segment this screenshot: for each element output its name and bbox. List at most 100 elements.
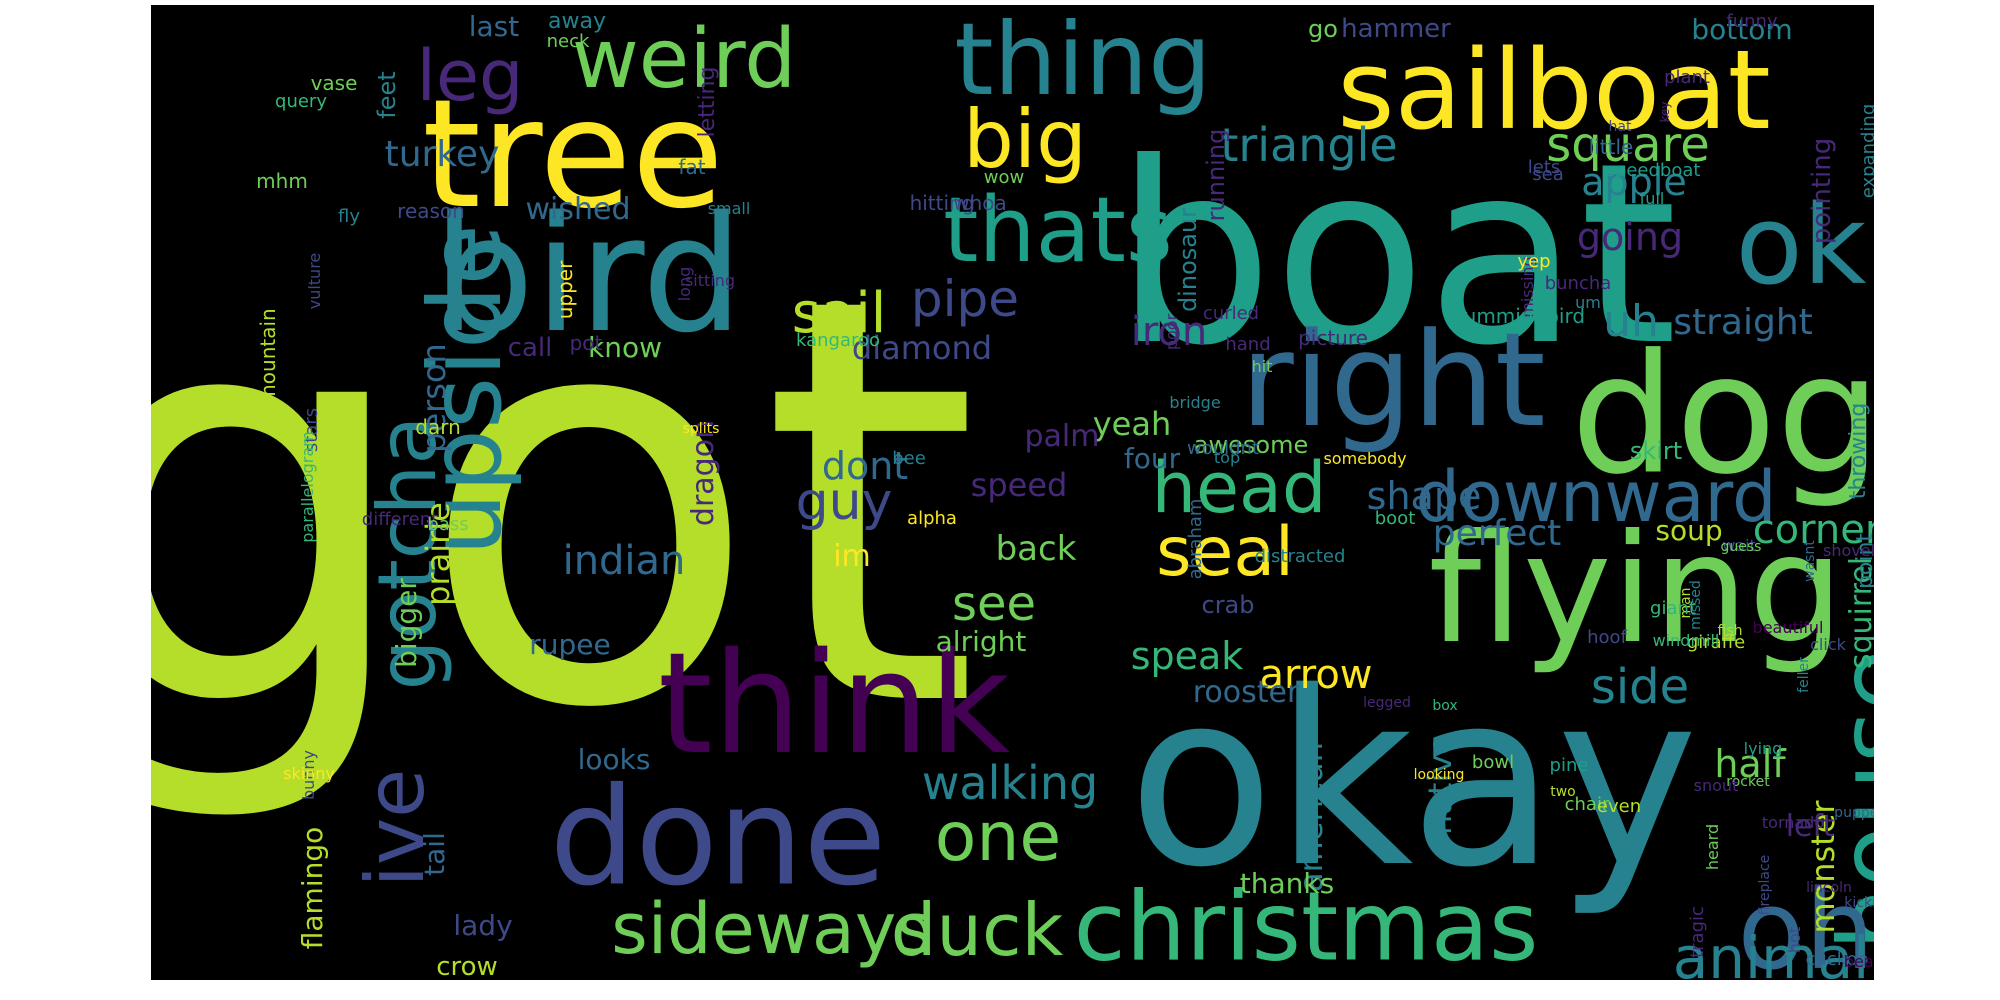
- word-hat: hat: [1608, 119, 1632, 135]
- word-query: query: [275, 91, 327, 112]
- word-left: left: [1785, 809, 1835, 844]
- word-legged: legged: [1363, 695, 1411, 711]
- word-kicking: kicking: [1844, 895, 1874, 911]
- word-throwing: throwing: [1846, 402, 1871, 500]
- word-fireplace: fireplace: [1757, 854, 1773, 916]
- word-abraham: abraham: [1185, 498, 1206, 580]
- word-four: four: [1123, 442, 1181, 475]
- word-two: two: [1550, 784, 1576, 800]
- word-see: see: [951, 576, 1037, 632]
- word-triangle: triangle: [1220, 118, 1398, 172]
- word-thing: thing: [954, 5, 1212, 118]
- word-reason: reason: [397, 199, 465, 223]
- word-somebody: somebody: [1323, 449, 1407, 468]
- word-flying: flying: [1428, 503, 1844, 677]
- word-top: top: [1213, 448, 1241, 467]
- word-hitting: hitting: [909, 191, 975, 215]
- word-feet: feet: [373, 71, 401, 119]
- word-last: last: [468, 10, 520, 43]
- word-sideways: sideways: [611, 888, 933, 970]
- word-box: box: [1432, 698, 1458, 714]
- word-back: back: [995, 529, 1077, 569]
- word-awesome: awesome: [1193, 431, 1309, 459]
- word-square: square: [1546, 117, 1710, 173]
- word-pipe: pipe: [910, 270, 1020, 328]
- word-sailboat: sailboat: [1337, 26, 1771, 154]
- word-buncha: buncha: [1544, 273, 1612, 294]
- word-shape: shape: [1366, 474, 1482, 518]
- word-hand: hand: [1225, 334, 1271, 355]
- word-rocket: rocket: [1726, 774, 1770, 790]
- word-shovel: shovel: [1822, 541, 1874, 560]
- word-key: key: [1658, 101, 1672, 123]
- word-darn: darn: [415, 415, 461, 439]
- word-think: think: [657, 623, 1011, 786]
- word-corner: corner: [1752, 507, 1874, 553]
- word-bowl: bowl: [1471, 752, 1515, 773]
- word-whoa: whoa: [953, 191, 1007, 215]
- word-different: different: [361, 509, 439, 530]
- word-sea: sea: [1532, 164, 1564, 185]
- word-giant: giant: [1650, 598, 1696, 619]
- word-thanks: thanks: [1239, 867, 1335, 900]
- word-native: native: [1421, 735, 1459, 835]
- word-soup: soup: [1655, 514, 1723, 547]
- word-right: right: [1240, 304, 1546, 456]
- word-picture: picture: [1298, 326, 1368, 350]
- word-tornado: tornado: [1761, 813, 1825, 832]
- word-tragic: tragic: [1687, 906, 1708, 958]
- word-puppet: puppet: [1834, 805, 1874, 821]
- word-diamond: diamond: [851, 329, 993, 367]
- word-chair: chair: [1564, 794, 1610, 815]
- word-seal: seal: [1156, 513, 1294, 592]
- word-plant: plant: [1664, 67, 1710, 88]
- word-wow: wow: [983, 167, 1025, 188]
- word-rupee: rupee: [529, 628, 611, 661]
- word-even: even: [1596, 796, 1642, 817]
- word-tail: tail: [418, 832, 451, 876]
- word-side: side: [1590, 659, 1690, 715]
- word-bottom: bottom: [1691, 13, 1793, 46]
- word-turkey: turkey: [384, 134, 500, 175]
- word-iron: iron: [1130, 309, 1208, 355]
- word-im: im: [833, 539, 871, 574]
- word-tree: tree: [422, 68, 724, 242]
- word-hoof: hoof: [1587, 627, 1627, 648]
- word-wasnt: wasnt: [1802, 540, 1818, 582]
- word-pine: pine: [1549, 755, 1589, 776]
- word-letting: letting: [695, 66, 720, 138]
- word-kangaroo: kangaroo: [795, 330, 881, 351]
- word-done: done: [549, 758, 887, 916]
- word-weird: weird: [571, 12, 797, 107]
- word-straight: straight: [1673, 302, 1813, 343]
- word-bass: bass: [427, 514, 469, 535]
- word-downward: downward: [1415, 456, 1777, 538]
- word-hummingbird: hummingbird: [1450, 304, 1586, 328]
- word-speedboat: speedboat: [1605, 160, 1701, 181]
- word-pot: pot: [569, 331, 603, 355]
- word-big: big: [963, 93, 1087, 186]
- word-call: call: [507, 333, 553, 363]
- word-animal: animal: [1672, 924, 1870, 980]
- word-christmas: christmas: [1073, 872, 1539, 980]
- word-mountain: mountain: [256, 308, 280, 404]
- word-fish: fish: [1717, 623, 1743, 639]
- word-oh: oh: [1737, 866, 1874, 980]
- word-vulture: vulture: [305, 252, 324, 310]
- word-going: going: [1576, 215, 1684, 259]
- word-flamingo: flamingo: [296, 826, 329, 950]
- word-alright: alright: [935, 625, 1027, 658]
- word-click: click: [1810, 635, 1846, 654]
- word-half: half: [1714, 742, 1786, 786]
- word-curled: curled: [1202, 303, 1260, 324]
- word-guy: guy: [795, 472, 893, 532]
- word-beautiful: beautiful: [1752, 618, 1824, 637]
- word-speed: speed: [970, 466, 1068, 504]
- word-duck: duck: [890, 888, 1064, 972]
- word-dont: dont: [821, 444, 909, 488]
- word-go: go: [1308, 15, 1338, 43]
- word-wished: wished: [525, 192, 631, 227]
- word-palm: palm: [1024, 419, 1100, 454]
- word-parallelogram: parallelogram: [298, 431, 317, 543]
- word-upper: upper: [553, 260, 577, 320]
